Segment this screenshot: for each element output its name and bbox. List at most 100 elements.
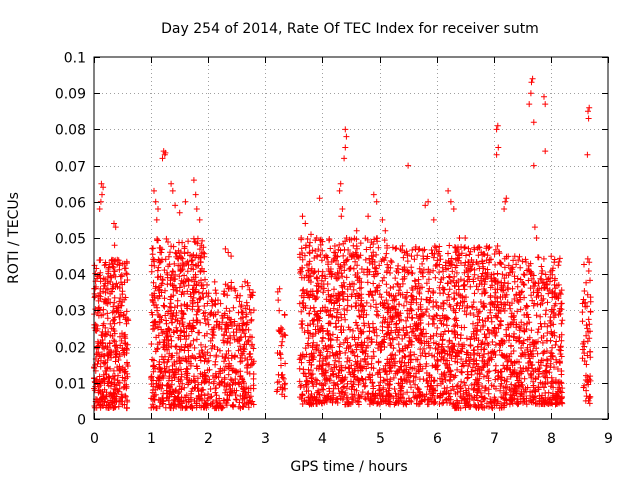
data-point (338, 213, 345, 220)
data-point (204, 300, 211, 307)
data-point (107, 383, 114, 390)
data-point (446, 378, 453, 384)
data-point (168, 391, 175, 398)
data-point (356, 285, 363, 292)
data-point (188, 265, 195, 272)
data-point (493, 151, 500, 158)
data-point (464, 375, 471, 382)
data-point (116, 260, 123, 267)
data-point (387, 285, 394, 291)
data-point (517, 276, 524, 283)
data-point (151, 318, 158, 325)
data-point (191, 344, 198, 351)
data-point (437, 256, 444, 263)
data-point (105, 374, 112, 381)
data-point (240, 309, 246, 316)
data-point (372, 289, 379, 296)
data-point (542, 101, 549, 108)
x-tick-label: 9 (604, 431, 613, 447)
data-point (517, 364, 524, 371)
data-point (460, 283, 467, 289)
data-point (241, 330, 248, 337)
data-point (168, 307, 175, 314)
data-point (383, 269, 390, 276)
data-point (196, 329, 203, 336)
data-point (544, 330, 551, 336)
data-point (314, 275, 321, 282)
data-point (111, 299, 118, 306)
data-point (386, 382, 393, 388)
data-point (280, 375, 287, 382)
data-point (166, 384, 173, 391)
data-point (174, 288, 181, 294)
data-point (511, 278, 518, 285)
data-point (100, 375, 107, 382)
data-point (92, 270, 99, 277)
data-point (342, 126, 349, 133)
data-point (371, 259, 378, 265)
data-point (579, 346, 586, 353)
data-point (247, 397, 254, 404)
data-point (204, 349, 211, 356)
data-point (178, 302, 185, 309)
data-point (403, 324, 410, 331)
data-point (123, 320, 130, 327)
data-point (300, 366, 307, 373)
y-tick-label: 0.03 (55, 304, 86, 320)
data-point (112, 353, 119, 360)
data-point (121, 369, 128, 376)
y-tick-label: 0.04 (55, 268, 86, 284)
data-point (124, 373, 131, 380)
data-point (341, 306, 348, 312)
data-point (358, 279, 365, 286)
data-point (160, 372, 167, 379)
data-point (544, 299, 551, 306)
data-point (383, 250, 390, 257)
y-tick-label: 0.07 (55, 160, 86, 176)
data-point (389, 351, 396, 358)
data-point (105, 328, 112, 335)
x-tick-label: 4 (318, 431, 327, 447)
y-tick-label: 0.1 (64, 51, 86, 67)
data-point (217, 347, 223, 354)
data-point (164, 332, 171, 339)
data-point (213, 290, 220, 297)
data-point (364, 391, 371, 398)
data-point (375, 359, 382, 366)
data-point (559, 317, 566, 324)
data-point (320, 289, 327, 296)
data-point (353, 227, 360, 234)
data-point (151, 363, 157, 370)
data-point (165, 308, 171, 315)
data-point (357, 240, 364, 247)
data-point (486, 244, 493, 251)
data-point (278, 372, 285, 379)
data-point (331, 299, 338, 306)
data-point (204, 367, 211, 374)
data-point (239, 326, 246, 333)
data-point (149, 356, 156, 363)
data-point (411, 256, 418, 263)
data-point (242, 389, 249, 396)
data-point (357, 358, 364, 365)
data-point (299, 325, 306, 331)
data-point (190, 177, 197, 184)
data-point (117, 295, 124, 301)
data-point (211, 278, 218, 285)
data-point (526, 101, 533, 108)
data-point (319, 335, 326, 342)
data-point (502, 198, 509, 205)
data-point (148, 268, 155, 275)
data-point (348, 303, 355, 310)
data-point (171, 401, 178, 408)
data-point (319, 338, 325, 345)
data-point (371, 329, 378, 336)
data-point (106, 340, 113, 347)
data-point (319, 386, 325, 393)
y-tick-label: 0 (77, 413, 86, 429)
data-point (282, 380, 289, 387)
data-point (161, 295, 168, 302)
data-point (213, 392, 220, 399)
data-point (381, 237, 388, 244)
data-point (98, 332, 105, 339)
